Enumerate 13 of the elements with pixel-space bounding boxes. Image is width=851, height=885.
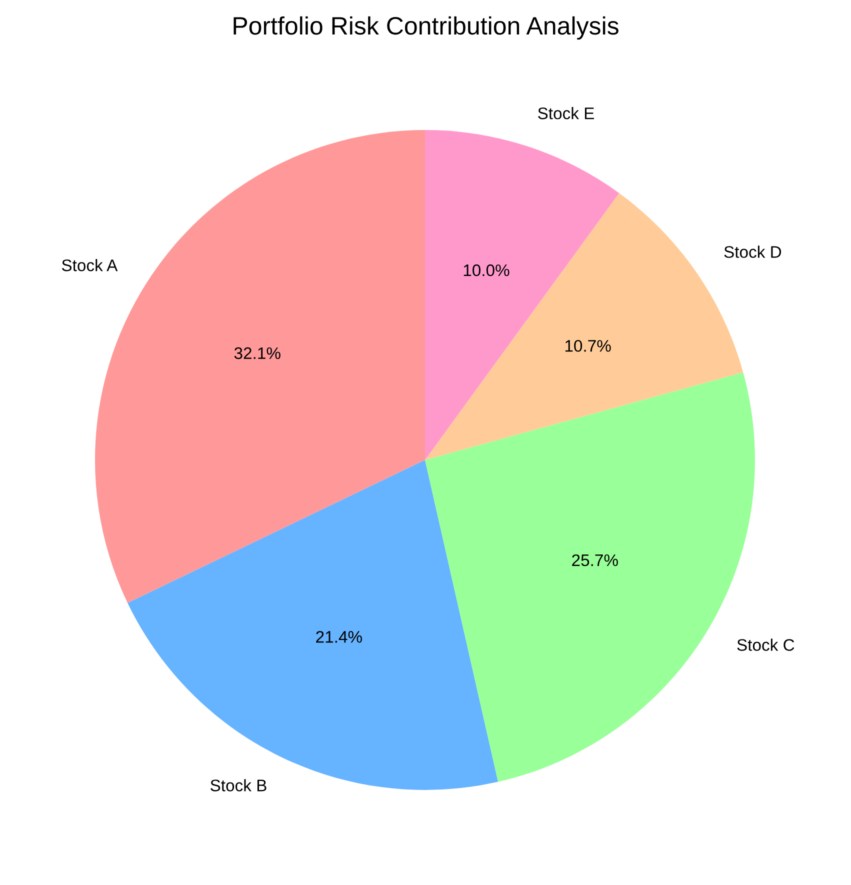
chart-title: Portfolio Risk Contribution Analysis bbox=[234, 16, 618, 40]
slice-label: Stock D bbox=[724, 246, 782, 258]
pie-slice bbox=[425, 130, 620, 460]
slice-label: Stock A bbox=[62, 259, 118, 272]
data-label: 10.0% bbox=[464, 264, 510, 276]
pie-slice bbox=[128, 460, 498, 790]
data-label: 21.4% bbox=[316, 630, 362, 643]
data-label: 10.7% bbox=[565, 340, 611, 352]
data-label: 32.1% bbox=[234, 347, 280, 360]
slice-label: Stock C bbox=[737, 638, 794, 651]
slice-label: Stock B bbox=[210, 779, 266, 792]
slice-label: Stock E bbox=[538, 107, 594, 120]
data-label: 25.7% bbox=[572, 554, 618, 566]
